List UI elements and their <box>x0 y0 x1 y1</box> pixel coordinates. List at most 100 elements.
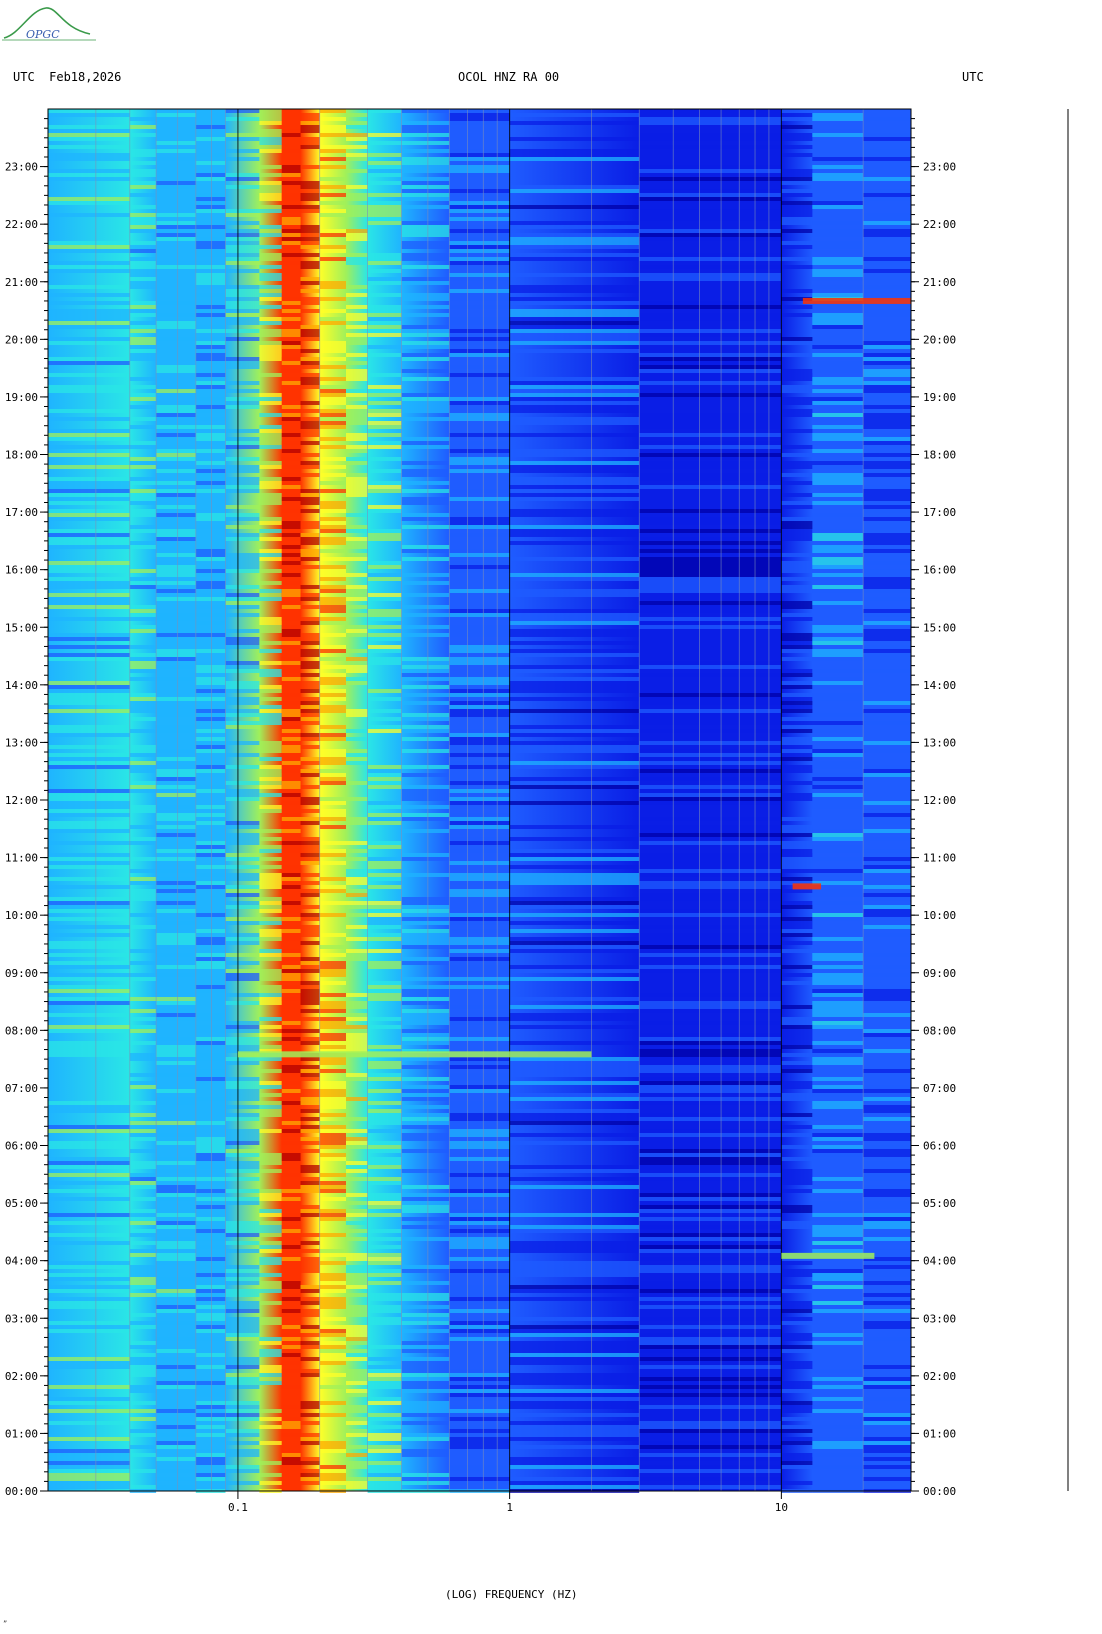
texture-cell <box>300 325 320 329</box>
texture-cell <box>401 517 450 521</box>
texture-cell <box>48 269 130 273</box>
texture-cell <box>300 1477 320 1481</box>
texture-cell <box>781 125 813 129</box>
texture-cell <box>281 381 301 385</box>
texture-cell <box>781 445 813 449</box>
texture-cell <box>300 1261 320 1265</box>
texture-cell <box>639 833 782 837</box>
texture-cell <box>863 881 911 885</box>
texture-cell <box>259 413 282 417</box>
texture-cell <box>781 1045 813 1049</box>
texture-cell <box>401 957 450 961</box>
texture-cell <box>781 1005 813 1009</box>
texture-cell <box>509 1297 640 1301</box>
y-tick-label: 11:00 <box>923 852 956 865</box>
texture-cell <box>346 137 368 141</box>
texture-cell <box>639 393 782 397</box>
texture-cell <box>863 801 911 805</box>
texture-cell <box>259 985 282 989</box>
texture-cell <box>319 1297 346 1301</box>
texture-cell <box>639 769 782 773</box>
texture-cell <box>300 493 320 497</box>
texture-cell <box>863 821 911 825</box>
texture-cell <box>48 1457 130 1461</box>
texture-cell <box>346 1389 368 1393</box>
texture-cell <box>195 337 226 341</box>
texture-cell <box>449 1393 510 1397</box>
texture-cell <box>195 1077 226 1081</box>
texture-cell <box>259 1153 282 1157</box>
texture-cell <box>812 997 864 1001</box>
texture-cell <box>300 989 320 993</box>
texture-cell <box>346 341 368 345</box>
texture-cell <box>863 505 911 509</box>
texture-cell <box>281 361 301 365</box>
texture-cell <box>639 1477 782 1481</box>
texture-cell <box>346 953 368 957</box>
texture-cell <box>346 1201 368 1205</box>
texture-cell <box>863 1149 911 1153</box>
texture-cell <box>863 1109 911 1113</box>
texture-cell <box>300 1213 320 1217</box>
texture-cell <box>509 1357 640 1361</box>
texture-cell <box>195 965 226 969</box>
texture-cell <box>863 597 911 601</box>
texture-cell <box>509 1381 640 1385</box>
texture-cell <box>346 413 368 417</box>
texture-cell <box>449 1209 510 1213</box>
texture-cell <box>449 409 510 413</box>
texture-cell <box>281 441 301 445</box>
texture-cell <box>281 369 301 373</box>
texture-cell <box>401 193 450 197</box>
texture-cell <box>401 933 450 937</box>
texture-cell <box>346 1285 368 1289</box>
texture-cell <box>401 353 450 357</box>
texture-cell <box>812 1013 864 1017</box>
texture-cell <box>281 1241 301 1245</box>
texture-cell <box>225 401 260 405</box>
texture-cell <box>259 493 282 497</box>
texture-cell <box>639 1441 782 1445</box>
texture-cell <box>863 137 911 141</box>
texture-cell <box>319 1157 346 1161</box>
texture-cell <box>129 1241 157 1245</box>
texture-cell <box>300 121 320 125</box>
texture-cell <box>281 1361 301 1365</box>
texture-cell <box>449 565 510 569</box>
texture-cell <box>367 1481 402 1485</box>
texture-cell <box>225 1049 260 1053</box>
texture-cell <box>812 657 864 661</box>
texture-cell <box>129 385 157 389</box>
texture-cell <box>225 1401 260 1405</box>
texture-cell <box>449 849 510 853</box>
texture-cell <box>195 1197 226 1201</box>
texture-cell <box>639 793 782 797</box>
y-tick-label: 08:00 <box>5 1024 38 1037</box>
texture-cell <box>225 1441 260 1445</box>
texture-cell <box>300 737 320 741</box>
texture-cell <box>863 341 911 345</box>
texture-cell <box>319 569 346 573</box>
texture-cell <box>346 597 368 601</box>
texture-cell <box>300 361 320 365</box>
texture-cell <box>509 513 640 517</box>
texture-cell <box>812 277 864 281</box>
texture-cell <box>401 245 450 249</box>
texture-cell <box>812 981 864 985</box>
texture-cell <box>319 557 346 561</box>
texture-cell <box>781 657 813 661</box>
texture-cell <box>225 689 260 693</box>
texture-cell <box>225 533 260 537</box>
texture-cell <box>449 1413 510 1417</box>
texture-cell <box>281 245 301 249</box>
texture-cell <box>259 209 282 213</box>
texture-cell <box>449 1469 510 1473</box>
texture-cell <box>812 653 864 657</box>
texture-cell <box>509 921 640 925</box>
texture-cell <box>401 1093 450 1097</box>
texture-cell <box>129 1165 157 1169</box>
texture-cell <box>225 137 260 141</box>
texture-cell <box>401 397 450 401</box>
texture-cell <box>195 357 226 361</box>
